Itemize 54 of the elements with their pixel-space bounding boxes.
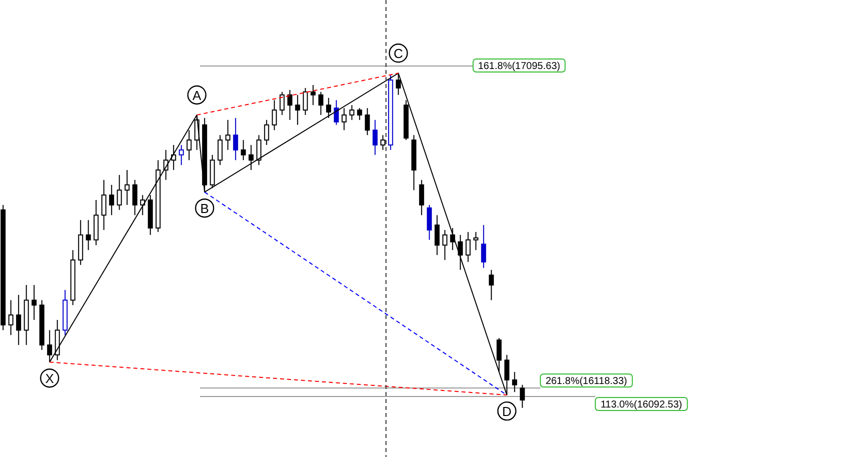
candlestick (512, 371, 518, 393)
candlestick (496, 338, 502, 372)
candlestick (458, 234, 463, 270)
candlestick (8, 300, 14, 336)
candlestick (248, 144, 254, 171)
candlestick (16, 294, 22, 346)
candlestick (186, 130, 192, 161)
annotation: A (192, 88, 202, 103)
candlestick (426, 204, 432, 240)
candlestick (116, 174, 122, 210)
candlestick (419, 179, 424, 216)
candlestick (488, 269, 494, 301)
candlestick (380, 134, 386, 150)
candlestick (140, 194, 146, 216)
candlestick (272, 100, 277, 131)
candlestick (124, 170, 130, 206)
candlestick (310, 84, 316, 106)
candlestick (86, 220, 91, 251)
candlestick (434, 214, 440, 256)
candlestick (264, 119, 270, 146)
candlestick (287, 89, 292, 120)
candlestick (256, 134, 262, 166)
candlestick (240, 140, 246, 161)
annotation: X (45, 371, 54, 386)
candlestick (109, 184, 114, 216)
candlestick (349, 104, 354, 120)
candlestick (442, 229, 448, 260)
candlestick (466, 231, 471, 262)
annotation: C (394, 46, 404, 62)
candlestick (233, 117, 238, 161)
annotation: D (502, 404, 512, 420)
candlestick (481, 224, 486, 268)
candlestick (101, 179, 106, 230)
candlestick (357, 108, 362, 120)
candlestick (342, 108, 347, 131)
candlestick (178, 144, 184, 166)
ref-line-label: 261.8%(16118.33) (546, 376, 628, 388)
candlestick (473, 231, 478, 251)
candlestick (225, 119, 230, 150)
ref-line-label: 113.0%(16092.53) (600, 400, 682, 411)
candlestick (364, 108, 370, 136)
candlestick (334, 100, 339, 126)
candlestick (302, 87, 308, 116)
candlestick (132, 179, 138, 216)
candlestick (218, 134, 223, 166)
candlestick (32, 284, 37, 320)
candlestick (318, 91, 324, 116)
candlestick (372, 119, 378, 156)
annotation: B (200, 201, 209, 216)
candlestick (280, 91, 285, 116)
ref-line-label: 161.8%(17095.63) (478, 61, 560, 72)
candlestick (295, 94, 300, 126)
candlestick (520, 384, 525, 408)
candlestick (326, 97, 332, 118)
